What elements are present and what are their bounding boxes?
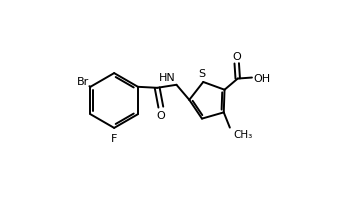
Text: S: S xyxy=(199,69,206,79)
Text: O: O xyxy=(156,110,165,120)
Text: OH: OH xyxy=(253,73,270,83)
Text: O: O xyxy=(232,52,241,62)
Text: CH₃: CH₃ xyxy=(233,129,252,140)
Text: HN: HN xyxy=(159,73,175,83)
Text: Br: Br xyxy=(77,76,89,86)
Text: F: F xyxy=(111,133,117,143)
